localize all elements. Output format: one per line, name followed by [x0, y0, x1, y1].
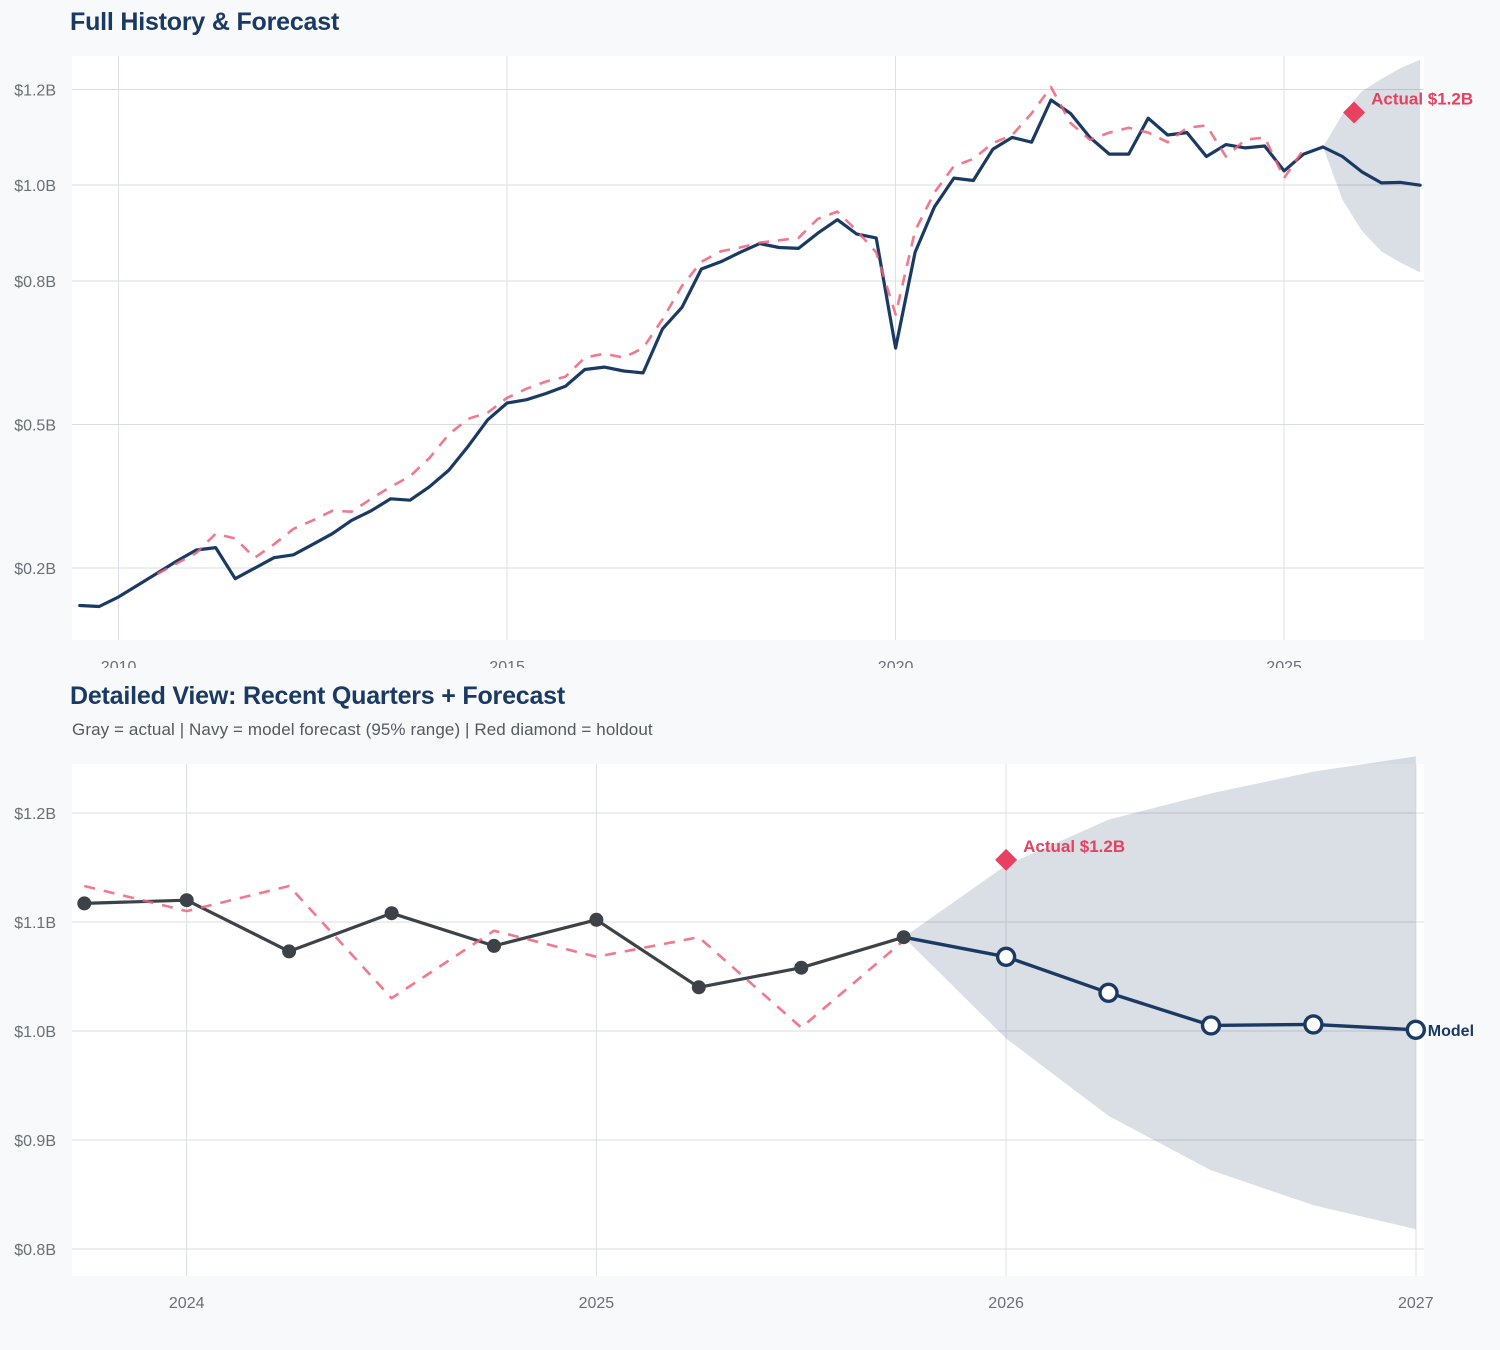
- y-axis-ticks: $0.2B $0.5B $0.8B $1.0B $1.2B: [14, 83, 56, 579]
- y-tick-label: $1.2B: [14, 83, 56, 100]
- annotation-points: Actual $1.2B: [1343, 90, 1473, 124]
- model-fit-line: [156, 85, 1305, 576]
- model-end-label: Model: [1428, 1023, 1474, 1040]
- x-axis-ticks: 2024 2025 2026 2027: [169, 1295, 1434, 1312]
- x-tick-label: 2015: [489, 659, 525, 668]
- model-fit-line: [83, 884, 905, 1029]
- x-tick-label: 2025: [1266, 659, 1302, 668]
- page-title: Full History & Forecast: [70, 8, 340, 36]
- data-point-markers: [77, 893, 1427, 1040]
- forecast-interval-area: [903, 756, 1416, 1230]
- y-tick-label: $0.2B: [14, 561, 56, 578]
- actual-point-marker: [691, 980, 706, 995]
- y-tick-label: $0.9B: [14, 1133, 56, 1150]
- x-tick-label: 2020: [878, 659, 914, 668]
- actual-point-marker: [384, 906, 399, 921]
- y-tick-label: $1.1B: [14, 915, 56, 932]
- x-tick-label: 2024: [169, 1295, 205, 1312]
- actual-point-marker: [794, 960, 809, 975]
- forecast-point-marker: [1098, 982, 1119, 1004]
- forecast-line: [902, 935, 1418, 1032]
- bottom-title-wrap: Detailed View: Recent Quarters + Forecas…: [70, 682, 565, 711]
- y-tick-label: $0.5B: [14, 418, 56, 435]
- x-tick-label: 2027: [1398, 1295, 1434, 1312]
- x-tick-label: 2025: [579, 1295, 615, 1312]
- actual-point-marker: [179, 893, 194, 908]
- holdout-diamond-marker: [1343, 101, 1366, 124]
- y-tick-label: $0.8B: [14, 274, 56, 291]
- holdout-annotation-label: Actual $1.2B: [1371, 90, 1473, 109]
- holdout-diamond-marker: [995, 848, 1018, 871]
- history-line: [78, 98, 1325, 609]
- x-axis-ticks: 2010 2015 2020 2025: [101, 659, 1302, 668]
- history-line: [1321, 145, 1422, 187]
- forecast-point-marker: [1200, 1015, 1222, 1036]
- confidence-band: [903, 756, 1416, 1230]
- forecast-point-marker: [1405, 1019, 1427, 1040]
- holdout-annotation-label: Actual $1.2B: [1023, 837, 1125, 856]
- full-history-chart: Actual $1.2B $0.2B $0.5B $0.8B $1.0B $1.2B 2…: [14, 56, 1473, 668]
- actual-point-marker: [77, 896, 92, 911]
- actual-point-marker: [896, 930, 911, 945]
- y-tick-label: $1.0B: [14, 1024, 56, 1041]
- detail-view-chart: Actual $1.2B Model $0.8B $0.9B $1.0B $1.1B $1…: [14, 756, 1474, 1312]
- panel-full-history: Full History & Forecast Actual $1.2B $0.…: [0, 0, 1500, 672]
- actual-point-marker: [282, 944, 297, 959]
- y-tick-label: $1.0B: [14, 178, 56, 195]
- bottom-subtitle-wrap: Gray = actual | Navy = model forecast (9…: [72, 720, 653, 740]
- forecast-point-marker: [995, 946, 1017, 968]
- y-tick-label: $1.2B: [14, 806, 56, 823]
- gridlines: [72, 764, 1424, 1276]
- panel-detailed-view: Detailed View: Recent Quarters + Forecas…: [0, 672, 1500, 1350]
- detail-title: Detailed View: Recent Quarters + Forecas…: [70, 682, 566, 710]
- x-tick-label: 2010: [101, 659, 137, 668]
- y-axis-ticks: $0.8B $0.9B $1.0B $1.1B $1.2B: [14, 806, 56, 1259]
- actual-point-marker: [589, 912, 604, 927]
- detail-subtitle: Gray = actual | Navy = model forecast (9…: [72, 720, 653, 739]
- x-tick-label: 2026: [988, 1295, 1024, 1312]
- gridlines: [72, 56, 1424, 640]
- y-tick-label: $0.8B: [14, 1242, 56, 1259]
- forecast-point-marker: [1303, 1014, 1324, 1035]
- top-title-wrap: Full History & Forecast: [70, 8, 339, 37]
- actual-point-marker: [487, 938, 501, 953]
- series-group: [78, 85, 1422, 609]
- plot-area-background: [72, 56, 1424, 640]
- annotation-points: Actual $1.2B Model: [995, 837, 1474, 1040]
